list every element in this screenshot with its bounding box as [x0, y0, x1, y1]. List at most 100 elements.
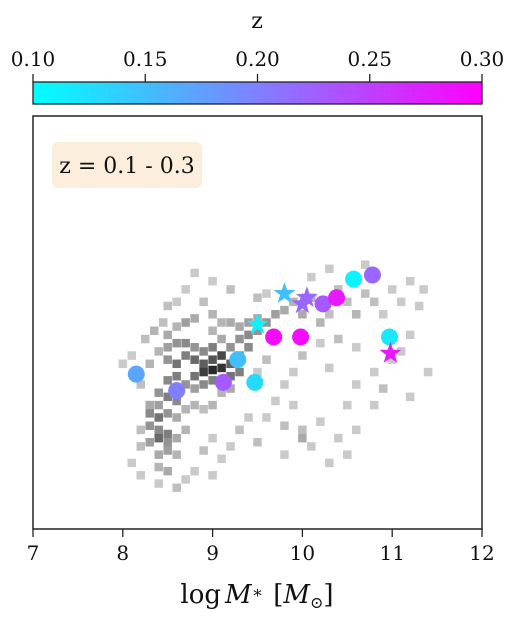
density-cell: [163, 438, 172, 447]
density-cell: [262, 289, 271, 298]
density-cell: [271, 309, 280, 319]
x-tick-label: 7: [27, 541, 40, 565]
star-marker: [246, 313, 269, 334]
colorbar-ticks: 0.10 0.15 0.20 0.25 0.30: [11, 47, 505, 82]
density-cell: [325, 458, 334, 468]
density-cell: [141, 334, 150, 344]
density-cell: [405, 330, 415, 340]
density-cell: [172, 297, 181, 307]
density-cell: [235, 425, 244, 435]
density-cell: [217, 351, 226, 360]
circle-marker: [363, 266, 381, 284]
density-cell: [280, 421, 289, 430]
density-cell: [172, 359, 181, 369]
density-cell: [172, 322, 181, 331]
circle-marker: [292, 328, 310, 346]
density-cell: [244, 330, 253, 340]
colorbar-label: z: [251, 9, 263, 34]
density-cell: [244, 413, 253, 422]
density-cell: [253, 293, 262, 302]
density-cell: [208, 365, 217, 375]
density-cell: [262, 413, 271, 422]
density-cell: [289, 400, 298, 410]
density-cell: [158, 318, 168, 327]
density-cell: [334, 334, 343, 344]
density-cell: [226, 371, 235, 381]
density-cell: [405, 276, 415, 286]
density-cell: [316, 318, 325, 327]
density-cell: [208, 376, 217, 385]
density-cell: [136, 442, 146, 451]
density-cell: [154, 388, 163, 397]
density-cell: [325, 264, 334, 274]
density-cell: [181, 338, 190, 348]
colorbar-tick-label: 0.20: [235, 47, 280, 71]
density-cell: [405, 392, 415, 402]
density-cell: [181, 425, 190, 435]
circle-marker: [314, 295, 332, 313]
density-cell: [145, 438, 154, 447]
density-cell: [316, 417, 325, 426]
density-cell: [136, 471, 146, 480]
density-cell: [154, 450, 163, 459]
density-cell: [163, 392, 172, 402]
colorbar-tick-label: 0.10: [11, 47, 56, 71]
density-cell: [369, 367, 379, 377]
data-points: [127, 266, 402, 400]
plot-frame: [32, 115, 483, 530]
density-cell: [199, 297, 208, 307]
density-cell: [244, 318, 253, 327]
density-cell: [316, 338, 325, 348]
colorbar-tick-label: 0.15: [123, 47, 168, 71]
density-cell: [414, 301, 424, 311]
colorbar-tick-label: 0.30: [460, 47, 505, 71]
density-cell: [181, 475, 190, 484]
density-cell: [154, 425, 163, 435]
density-cell: [419, 285, 428, 294]
density-cell: [307, 442, 316, 451]
circle-marker: [127, 365, 145, 383]
annotation-text: z = 0.1 - 0.3: [59, 154, 194, 179]
density-cell: [226, 318, 235, 327]
density-cell: [145, 421, 154, 430]
star-marker: [295, 286, 318, 308]
circle-marker: [246, 373, 264, 391]
density-cell: [154, 479, 163, 488]
density-cell: [343, 450, 352, 459]
density-cell: [352, 425, 361, 435]
density-cell: [396, 347, 406, 356]
density-cell: [163, 446, 172, 455]
density-cell: [369, 297, 379, 307]
density-cell: [172, 413, 181, 422]
density-cell: [307, 272, 316, 282]
density-cell: [262, 355, 271, 364]
density-cell: [235, 334, 244, 344]
density-cell: [127, 458, 137, 468]
star-marker: [379, 341, 402, 363]
density-cell: [361, 289, 370, 298]
density-cell: [423, 367, 433, 377]
density-cell: [280, 380, 289, 389]
density-cell: [298, 433, 307, 443]
density-cell: [334, 433, 343, 443]
density-cell: [154, 413, 163, 422]
plot-area: z = 0.1 - 0.3: [32, 115, 483, 530]
density-cell: [343, 400, 352, 410]
density-cell: [163, 429, 172, 439]
density-cell: [280, 450, 289, 459]
density-cell: [190, 384, 199, 393]
x-axis: 7 8 9 10 11 12: [27, 529, 495, 565]
x-tick-label: 12: [469, 541, 494, 565]
x-tick-label: 8: [116, 541, 129, 565]
density-cell: [163, 376, 172, 385]
density-cell: [208, 433, 217, 443]
density-cell: [190, 314, 199, 323]
density-cell: [208, 276, 217, 286]
x-tick-label: 9: [206, 541, 219, 565]
density-cell: [289, 367, 298, 377]
density-cell: [172, 338, 181, 348]
density-cell: [145, 359, 154, 369]
density-cell: [149, 326, 159, 336]
density-cell: [387, 285, 397, 294]
